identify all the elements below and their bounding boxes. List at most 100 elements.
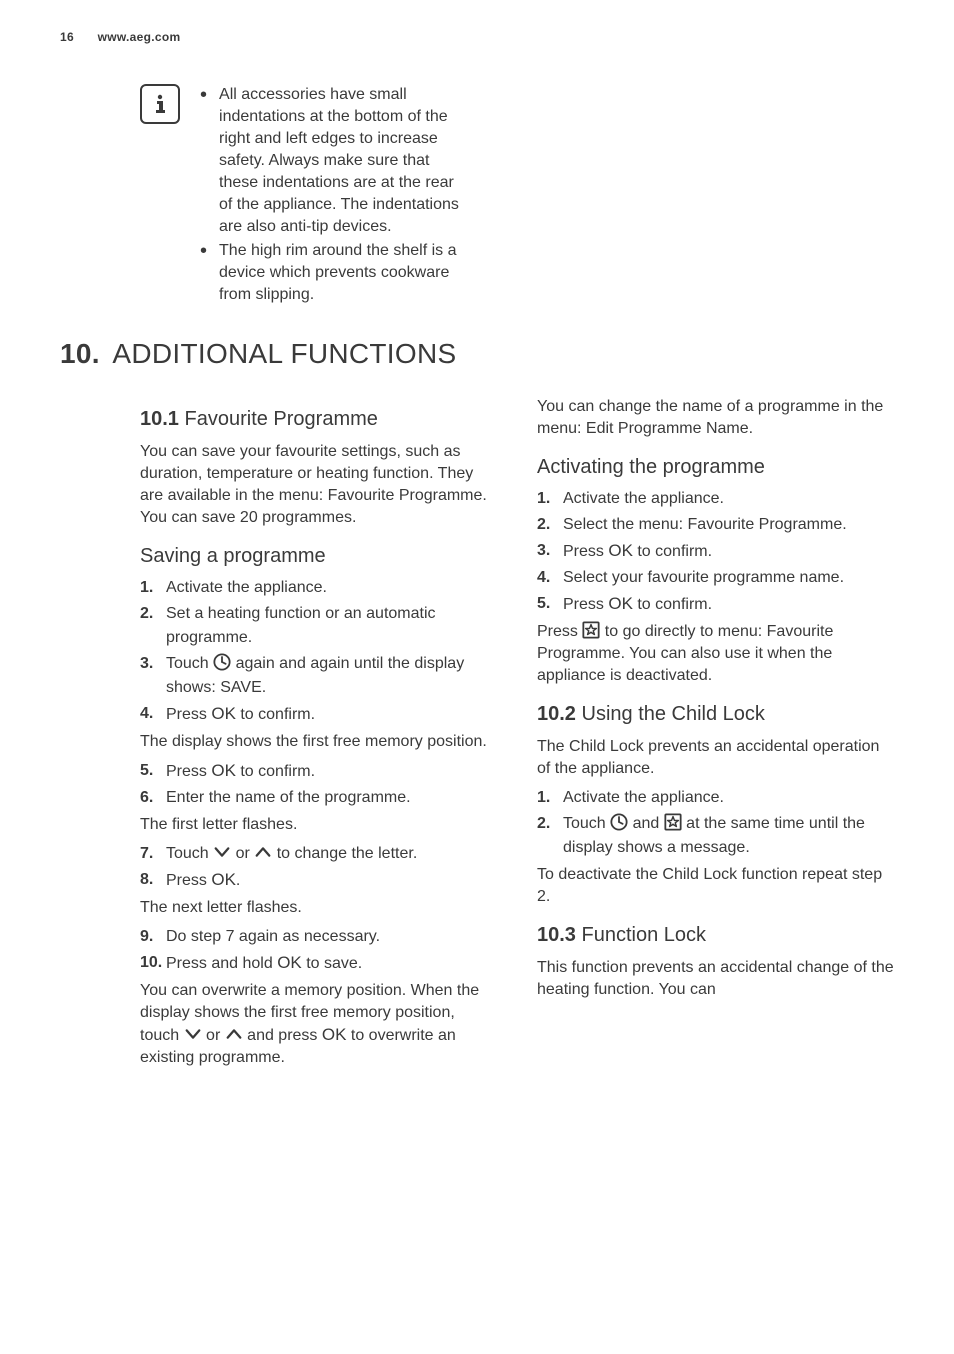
- clock-icon: [213, 653, 231, 671]
- clock-icon: [610, 813, 628, 831]
- info-bullet-list: All accessories have small indentations …: [200, 84, 460, 308]
- step-text: Activate the appliance.: [563, 487, 894, 511]
- text-frag: and press: [243, 1027, 322, 1044]
- section-title: Using the Child Lock: [582, 703, 765, 725]
- step: Select the menu: Favourite Programme.: [537, 513, 894, 537]
- info-bullet-text: The high rim around the shelf is a devic…: [219, 240, 460, 306]
- section-intro: The Child Lock prevents an accidental op…: [537, 736, 894, 780]
- right-column: You can change the name of a programme i…: [537, 392, 894, 1075]
- text-frag: Press: [563, 543, 608, 560]
- text-frag: Press: [563, 596, 608, 613]
- ok-label: OK: [322, 1025, 347, 1044]
- overwrite-note: You can overwrite a memory position. Whe…: [140, 980, 497, 1069]
- section-title: Favourite Programme: [185, 408, 378, 430]
- step: Touch and at the same time until the dis…: [537, 812, 894, 860]
- step-text: Activate the appliance.: [166, 576, 497, 600]
- section-intro: This function prevents an accidental cha…: [537, 957, 894, 1001]
- subheading-saving: Saving a programme: [140, 545, 497, 568]
- chapter-number: 10.: [60, 338, 100, 369]
- rename-note: You can change the name of a programme i…: [537, 396, 894, 440]
- ok-label: OK: [277, 953, 302, 972]
- step: Set a heating function or an automatic p…: [140, 602, 497, 650]
- ok-label: OK: [211, 870, 236, 889]
- step: Press OK to confirm.: [537, 592, 894, 617]
- info-bullet: The high rim around the shelf is a devic…: [200, 240, 460, 306]
- step-text: Press OK to confirm.: [563, 592, 894, 617]
- section-title: Function Lock: [582, 924, 707, 946]
- step: Activate the appliance.: [140, 576, 497, 600]
- step-text: Activate the appliance.: [563, 786, 894, 810]
- text-frag: to confirm.: [236, 706, 315, 723]
- info-bullet-text: All accessories have small indentations …: [219, 84, 460, 238]
- step-text: Enter the name of the programme.: [166, 786, 497, 810]
- direct-note: Press to go directly to menu: Favourite …: [537, 621, 894, 687]
- star-icon: [582, 621, 600, 639]
- section-heading-10-1: 10.1 Favourite Programme: [140, 408, 497, 431]
- step: Press OK.: [140, 868, 497, 893]
- text-frag: Touch: [166, 845, 213, 862]
- chapter-heading: 10. ADDITIONAL FUNCTIONS: [60, 338, 894, 370]
- step-text: Touch again and again until the display …: [166, 652, 497, 700]
- ok-label: OK: [608, 541, 633, 560]
- step-text: Press and hold OK to save.: [166, 951, 497, 976]
- subheading-activating: Activating the programme: [537, 456, 894, 479]
- text-frag: Press: [166, 763, 211, 780]
- step-text: Press OK to confirm.: [166, 759, 497, 784]
- page-number: 16: [60, 30, 74, 44]
- chevron-up-icon: [254, 843, 272, 861]
- childlock-steps: Activate the appliance. Touch and at the…: [537, 786, 894, 860]
- step: Press OK to confirm.: [140, 702, 497, 727]
- ok-label: OK: [211, 761, 236, 780]
- section-heading-10-3: 10.3 Function Lock: [537, 924, 894, 947]
- chapter-title: ADDITIONAL FUNCTIONS: [112, 338, 456, 369]
- step-text: Select the menu: Favourite Programme.: [563, 513, 894, 537]
- saving-steps-cont3: Do step 7 again as necessary. Press and …: [140, 925, 497, 976]
- text-frag: to confirm.: [633, 596, 712, 613]
- step: Select your favourite programme name.: [537, 566, 894, 590]
- page-site: www.aeg.com: [98, 30, 181, 44]
- text-frag: Press: [166, 872, 211, 889]
- ok-label: OK: [211, 704, 236, 723]
- ok-label: OK: [608, 594, 633, 613]
- step-text: Press OK to confirm.: [166, 702, 497, 727]
- step-text: Set a heating function or an automatic p…: [166, 602, 497, 650]
- step: Touch or to change the letter.: [140, 842, 497, 866]
- text-frag: to save.: [302, 955, 362, 972]
- info-bullet: All accessories have small indentations …: [200, 84, 460, 238]
- text-frag: .: [236, 872, 240, 889]
- text-frag: Touch: [166, 655, 213, 672]
- step-text: Press OK to confirm.: [563, 539, 894, 564]
- section-number: 10.1: [140, 408, 179, 430]
- info-note: All accessories have small indentations …: [60, 84, 894, 308]
- chevron-down-icon: [184, 1025, 202, 1043]
- page-header: 16 www.aeg.com: [60, 30, 894, 44]
- chevron-down-icon: [213, 843, 231, 861]
- step: Press OK to confirm.: [537, 539, 894, 564]
- info-icon: [140, 84, 180, 124]
- step: Enter the name of the programme.: [140, 786, 497, 810]
- step: Press OK to confirm.: [140, 759, 497, 784]
- childlock-outro: To deactivate the Child Lock function re…: [537, 864, 894, 908]
- star-icon: [664, 813, 682, 831]
- text-frag: or: [202, 1027, 225, 1044]
- saving-steps: Activate the appliance. Set a heating fu…: [140, 576, 497, 727]
- text-frag: to confirm.: [633, 543, 712, 560]
- step: Do step 7 again as necessary.: [140, 925, 497, 949]
- text-frag: Touch: [563, 815, 610, 832]
- step-text: Press OK.: [166, 868, 497, 893]
- step: Press and hold OK to save.: [140, 951, 497, 976]
- text-frag: Press and hold: [166, 955, 277, 972]
- step-text: Touch and at the same time until the dis…: [563, 812, 894, 860]
- text-frag: to confirm.: [236, 763, 315, 780]
- step: Activate the appliance.: [537, 786, 894, 810]
- section-number: 10.3: [537, 924, 576, 946]
- saving-steps-cont2: Touch or to change the letter. Press OK.: [140, 842, 497, 893]
- note-after-4: The display shows the first free memory …: [140, 731, 497, 753]
- step: Activate the appliance.: [537, 487, 894, 511]
- step-text: Touch or to change the letter.: [166, 842, 497, 866]
- activating-steps: Activate the appliance. Select the menu:…: [537, 487, 894, 617]
- text-frag: and: [628, 815, 664, 832]
- section-intro: You can save your favourite settings, su…: [140, 441, 497, 529]
- note-after-6: The first letter flashes.: [140, 814, 497, 836]
- step-text: Select your favourite programme name.: [563, 566, 894, 590]
